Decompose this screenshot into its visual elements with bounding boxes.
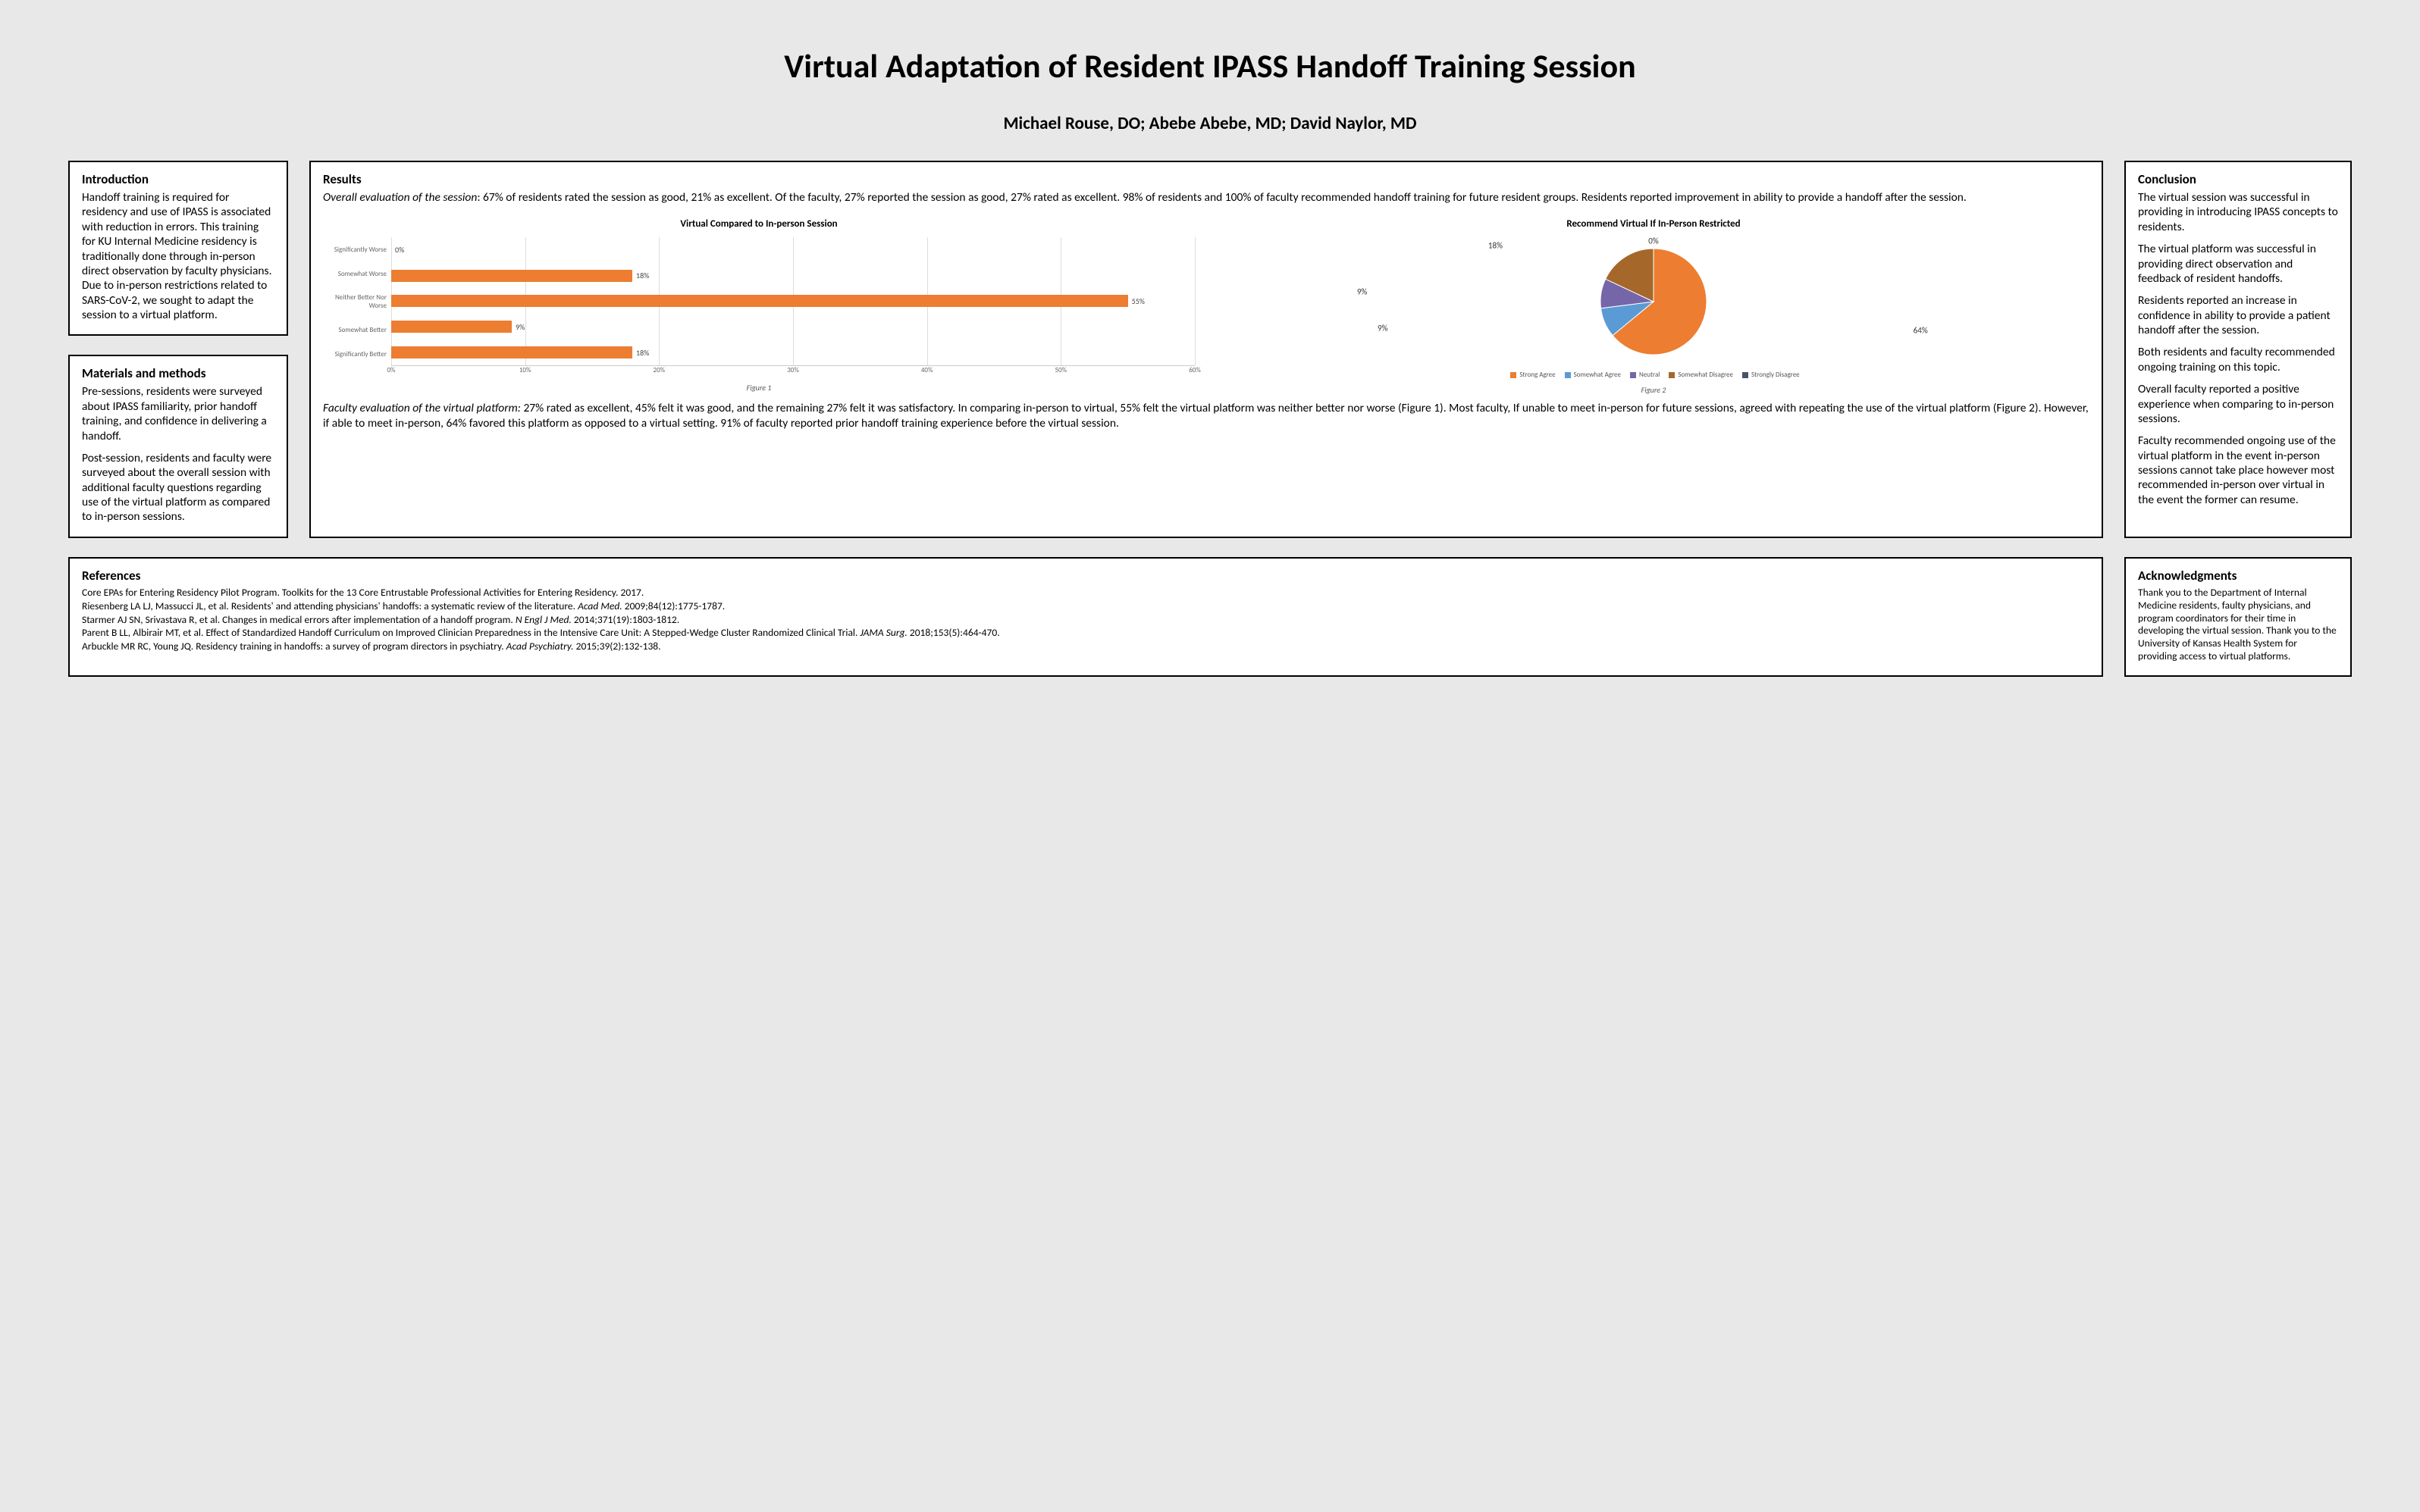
pie-chart-legend: Strong Agree Somewhat Agree Neutral Somewha… [1504,371,1802,379]
results-faculty-body: 27% rated as excellent, 45% felt it was … [323,401,2089,430]
conclusion-paragraph: The virtual platform was successful in p… [2138,242,2338,286]
bar [391,295,1128,307]
bar-row: 18% [391,346,1195,358]
reference-line: Arbuckle MR RC, Young JQ. Residency trai… [82,640,2089,653]
results-heading: Results [323,171,2089,187]
bar-category-label: Significantly Worse [323,246,387,254]
results-faculty-label: Faculty evaluation of the virtual platfo… [323,401,521,415]
bar [391,270,632,282]
pie-pct-label: 64% [1914,325,1928,335]
bar-xtick: 20% [654,366,666,374]
results-overall-body: : 67% of residents rated the session as … [477,190,1967,205]
pie-chart-caption: Figure 2 [1641,385,1666,395]
reference-line: Starmer AJ SN, Srivastava R, et al. Chan… [82,614,2089,627]
bottom-grid: References Core EPAs for Entering Reside… [68,557,2352,677]
legend-swatch [1565,372,1571,378]
pie-chart-area: 64% 9% 9% 18% 0% [1218,237,2089,366]
legend-swatch [1630,372,1636,378]
bar [391,346,632,358]
bar-xtick: 30% [787,366,799,374]
pie-pct-label: 18% [1488,241,1503,251]
charts-row: Virtual Compared to In-person Session Si… [323,218,2089,395]
methods-p2: Post-session, residents and faculty were… [82,451,274,524]
results-faculty-text: Faculty evaluation of the virtual platfo… [323,401,2089,430]
methods-box: Materials and methods Pre-sessions, resi… [68,355,288,537]
legend-swatch [1510,372,1516,378]
conclusion-paragraph: The virtual session was successful in pr… [2138,190,2338,234]
bar-row: 18% [391,270,1195,282]
reference-line: Core EPAs for Entering Residency Pilot P… [82,587,2089,599]
conclusion-paragraph: Faculty recommended ongoing use of the v… [2138,434,2338,507]
methods-p1: Pre-sessions, residents were surveyed ab… [82,384,274,443]
acknowledgments-heading: Acknowledgments [2138,568,2338,584]
pie-chart: Recommend Virtual If In-Person Restricte… [1218,218,2089,395]
bar-category-label: Somewhat Better [323,326,387,334]
bar-value-label: 55% [1132,296,1145,306]
bar-xtick: 40% [921,366,933,374]
conclusion-box: Conclusion The virtual session was succe… [2124,161,2352,538]
pie-pct-label: 9% [1378,324,1387,333]
bar-chart: Virtual Compared to In-person Session Si… [323,218,1195,395]
bar-chart-title: Virtual Compared to In-person Session [323,218,1195,230]
reference-line: Riesenberg LA LJ, Massucci JL, et al. Re… [82,600,2089,613]
conclusion-paragraph: Overall faculty reported a positive expe… [2138,382,2338,426]
bar-row: 55% [391,295,1195,307]
references-body: Core EPAs for Entering Residency Pilot P… [82,587,2089,653]
left-column: Introduction Handoff training is require… [68,161,288,538]
results-overall-label: Overall evaluation of the session [323,190,477,205]
introduction-text: Handoff training is required for residen… [82,190,274,322]
bar [391,321,512,333]
bar-value-label: 18% [636,271,649,280]
conclusion-paragraph: Both residents and faculty recommended o… [2138,345,2338,374]
bar-xtick: 50% [1055,366,1067,374]
acknowledgments-box: Acknowledgments Thank you to the Departm… [2124,557,2352,677]
main-content-grid: Introduction Handoff training is require… [68,161,2352,538]
bar-value-label: 9% [516,322,525,332]
references-box: References Core EPAs for Entering Reside… [68,557,2103,677]
methods-heading: Materials and methods [82,365,274,381]
pie-chart-title: Recommend Virtual If In-Person Restricte… [1566,218,1740,230]
acknowledgments-text: Thank you to the Department of Internal … [2138,587,2338,663]
bar-value-label: 0% [395,245,404,255]
bar-xtick: 0% [387,366,396,374]
poster-title: Virtual Adaptation of Resident IPASS Han… [68,45,2352,86]
pie-legend-item: Neutral [1627,371,1660,379]
bar-chart-caption: Figure 1 [323,383,1195,393]
bar-row: 0% [391,244,1195,256]
introduction-heading: Introduction [82,171,274,187]
reference-line: Parent B LL, Albirair MT, et al. Effect … [82,627,2089,640]
bar-row: 9% [391,321,1195,333]
bar-xtick: 60% [1189,366,1201,374]
pie-legend-item: Strongly Disagree [1739,371,1800,379]
pie-pct-label: 9% [1357,286,1367,296]
bar-category-label: Somewhat Worse [323,270,387,278]
conclusion-paragraphs: The virtual session was successful in pr… [2138,190,2338,507]
bar-chart-area: Significantly Worse Somewhat Worse Neither… [323,237,1195,366]
references-heading: References [82,568,2089,584]
bar-category-label: Significantly Better [323,350,387,358]
legend-swatch [1742,372,1748,378]
results-overall-text: Overall evaluation of the session: 67% o… [323,190,2089,205]
pie-legend-item: Somewhat Agree [1562,371,1621,379]
pie-pct-label: 0% [1648,236,1658,246]
conclusion-heading: Conclusion [2138,171,2338,187]
bar-chart-ylabels: Significantly Worse Somewhat Worse Neither… [323,237,391,366]
poster-authors: Michael Rouse, DO; Abebe Abebe, MD; Davi… [68,113,2352,134]
bar-xtick: 10% [519,366,531,374]
legend-swatch [1669,372,1675,378]
bar-category-label: Neither Better Nor Worse [323,293,387,310]
pie-legend-item: Strong Agree [1507,371,1555,379]
conclusion-paragraph: Residents reported an increase in confid… [2138,293,2338,337]
results-box: Results Overall evaluation of the sessio… [309,161,2103,538]
introduction-box: Introduction Handoff training is require… [68,161,288,336]
bar-chart-plot: 0% 18% 55% 9% 18% [391,237,1195,366]
bar-chart-xaxis: 0%10%20%30%40%50%60% [391,366,1195,377]
bar-value-label: 18% [636,348,649,358]
pie-legend-item: Somewhat Disagree [1666,371,1733,379]
